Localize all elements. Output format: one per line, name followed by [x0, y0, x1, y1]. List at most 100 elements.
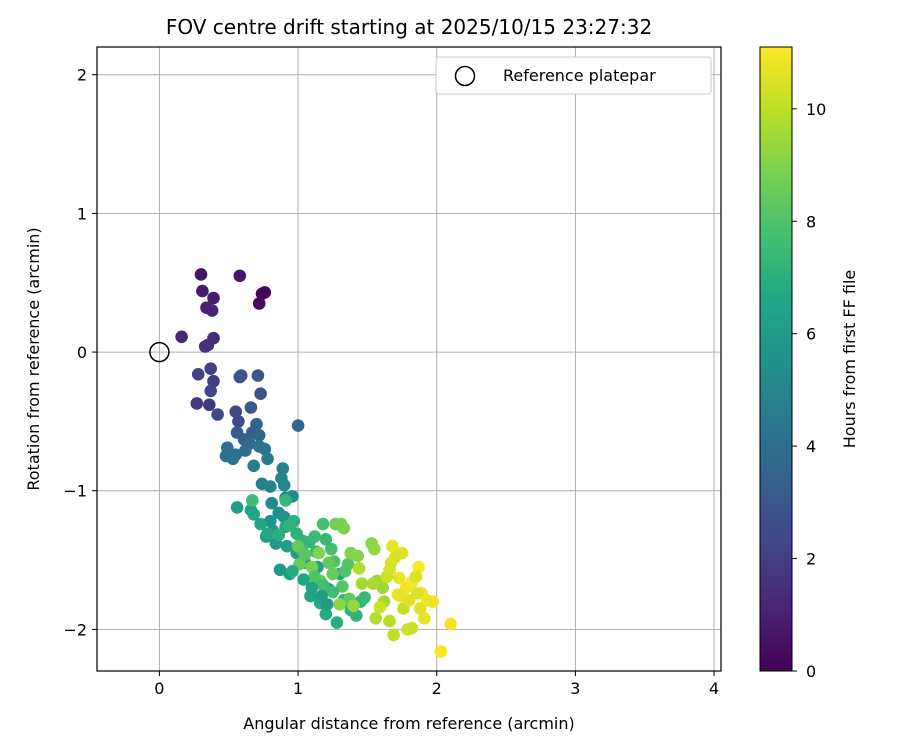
data-point	[277, 478, 291, 492]
data-point	[264, 514, 277, 528]
data-point	[326, 585, 340, 599]
x-tick-label: 4	[709, 679, 719, 698]
data-point	[383, 614, 396, 628]
data-point	[247, 459, 260, 473]
data-point	[376, 581, 390, 595]
data-point	[387, 628, 401, 642]
data-point	[297, 573, 310, 586]
data-point	[386, 539, 399, 553]
data-point	[336, 580, 349, 593]
chart-title: FOV centre drift starting at 2025/10/15 …	[166, 15, 652, 39]
colorbar-gradient	[759, 46, 793, 672]
data-point	[252, 429, 266, 442]
data-point	[325, 542, 338, 556]
data-point	[283, 519, 297, 532]
data-point	[351, 549, 365, 563]
data-point	[254, 387, 267, 401]
y-tick-label: 0	[77, 343, 87, 362]
data-point	[280, 539, 294, 553]
data-point	[232, 415, 245, 428]
data-point	[254, 517, 267, 531]
data-point	[196, 284, 209, 298]
data-point	[418, 612, 431, 625]
x-axis-ticks: 0 1 2 3 4	[154, 671, 719, 698]
data-point	[308, 530, 322, 543]
data-point	[258, 442, 272, 456]
data-point	[358, 591, 371, 604]
data-point	[350, 609, 363, 622]
data-point	[244, 401, 258, 414]
data-point	[347, 599, 360, 613]
data-point	[411, 587, 424, 600]
legend: Reference platepar	[435, 56, 712, 95]
data-point	[250, 417, 263, 431]
data-point	[402, 594, 416, 607]
data-point	[369, 612, 383, 625]
data-point	[341, 557, 355, 571]
y-tick-label: 1	[77, 204, 87, 223]
colorbar-tick-label: 2	[806, 550, 816, 569]
reference-platepar-marker	[149, 341, 170, 363]
data-point	[409, 570, 423, 583]
x-tick-label: 3	[570, 679, 580, 698]
data-point	[273, 563, 287, 577]
data-point	[229, 405, 242, 419]
data-point	[312, 546, 326, 560]
data-point	[395, 546, 409, 560]
data-point	[291, 539, 305, 553]
data-point	[413, 602, 427, 615]
data-point	[308, 570, 322, 583]
data-point	[265, 496, 279, 510]
x-axis-label: Angular distance from reference (arcmin)	[243, 714, 574, 733]
data-point	[239, 444, 252, 457]
legend-box	[435, 56, 712, 95]
data-point	[194, 268, 208, 281]
data-point	[320, 598, 334, 611]
data-point	[207, 291, 220, 305]
plot-frame	[96, 46, 722, 672]
colorbar: 0 2 4 6 8 10 Hours from first FF file	[759, 46, 859, 681]
legend-marker	[454, 65, 476, 87]
data-point	[352, 562, 366, 575]
data-point	[204, 384, 217, 398]
colorbar-label: Hours from first FF file	[840, 270, 859, 449]
data-point	[330, 616, 344, 629]
data-point	[337, 521, 351, 535]
data-point	[175, 330, 188, 344]
data-point	[252, 297, 266, 310]
data-point	[355, 577, 369, 590]
data-point	[205, 304, 219, 317]
data-point	[322, 556, 335, 570]
data-point	[291, 419, 305, 432]
colorbar-tick-label: 0	[806, 662, 816, 681]
data-point	[207, 374, 220, 388]
data-point	[272, 528, 286, 542]
data-point	[326, 567, 340, 581]
data-point	[393, 571, 406, 585]
data-point	[426, 595, 439, 608]
x-tick-label: 2	[432, 679, 442, 698]
data-point	[319, 533, 333, 546]
data-point	[412, 560, 426, 574]
colorbar-tick-label: 4	[806, 437, 816, 456]
data-point	[373, 600, 387, 614]
x-tick-label: 0	[154, 679, 164, 698]
data-point	[234, 369, 248, 382]
y-tick-label: 2	[77, 66, 87, 85]
data-point	[264, 480, 277, 493]
data-point	[246, 494, 259, 507]
colorbar-tick-label: 6	[806, 325, 816, 344]
data-point	[198, 340, 212, 353]
data-point	[233, 269, 247, 283]
data-point	[366, 577, 380, 590]
data-point	[204, 362, 217, 376]
data-point	[251, 369, 265, 382]
y-axis-ticks: −2 −1 0 1 2	[63, 66, 97, 639]
data-point	[230, 501, 244, 514]
y-tick-label: −1	[63, 482, 87, 501]
data-point	[298, 548, 312, 561]
data-point	[261, 527, 274, 540]
data-point	[405, 621, 419, 635]
data-point	[380, 570, 394, 583]
